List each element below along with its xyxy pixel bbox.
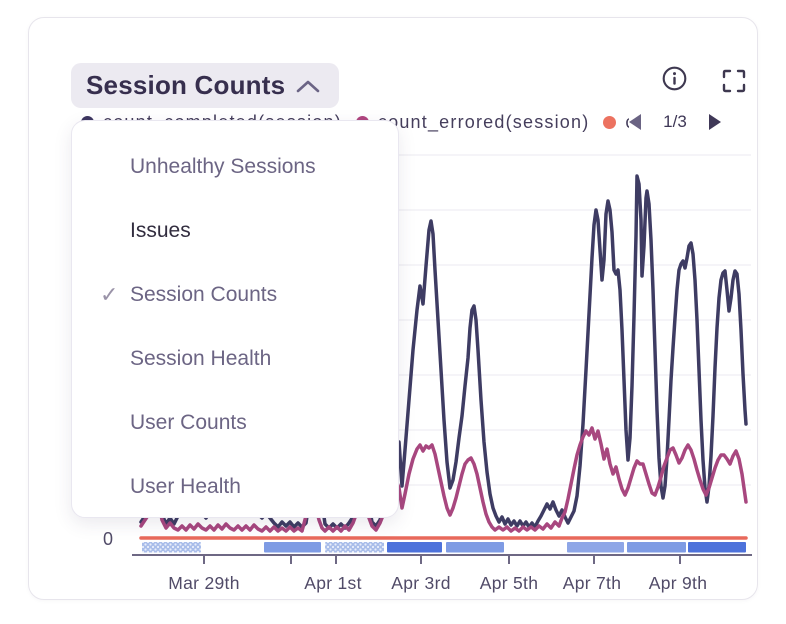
activity-bar-segment[interactable] (688, 542, 746, 553)
metric-dropdown-menu: Unhealthy Sessions Issues ✓ Session Counts S… (71, 120, 399, 518)
info-icon[interactable] (662, 66, 687, 96)
dropdown-item-label: Session Counts (130, 283, 278, 306)
dropdown-item-label: User Counts (130, 411, 247, 434)
dropdown-item-user-health[interactable]: User Health (72, 455, 398, 519)
x-axis-label: Apr 1st (304, 573, 362, 593)
legend-page-indicator: 1/3 (663, 112, 687, 131)
x-axis-label: Apr 5th (480, 573, 539, 593)
dropdown-item-user-counts[interactable]: User Counts (72, 391, 398, 455)
dropdown-item-session-health[interactable]: Session Health (72, 327, 398, 391)
activity-bar-segment[interactable] (567, 542, 624, 553)
x-axis-label: Mar 29th (168, 573, 239, 593)
chevron-up-icon (296, 80, 320, 92)
fullscreen-icon[interactable] (722, 69, 746, 98)
x-axis-label: Apr 9th (649, 573, 708, 593)
check-icon: ✓ (100, 282, 119, 307)
x-axis-label: Apr 7th (563, 573, 622, 593)
dropdown-item-unhealthy-sessions[interactable]: Unhealthy Sessions (72, 135, 398, 199)
metric-selector-button[interactable]: Session Counts (71, 63, 340, 108)
dropdown-item-label: Issues (130, 219, 191, 242)
x-axis-label: Apr 3rd (391, 573, 451, 593)
dropdown-item-session-counts[interactable]: ✓ Session Counts (72, 263, 398, 327)
legend-dot-icon (603, 115, 617, 129)
activity-bar-segment[interactable] (142, 542, 201, 553)
dropdown-item-label: Unhealthy Sessions (130, 155, 316, 178)
activity-bar-segment[interactable] (325, 542, 384, 553)
activity-bar-segment[interactable] (627, 542, 686, 553)
legend-pagination: 1/3 (627, 110, 723, 134)
chart-title: Session Counts (86, 70, 286, 100)
dropdown-item-label: User Health (130, 475, 241, 498)
activity-bar-segment[interactable] (446, 542, 504, 553)
dropdown-item-label: Session Health (130, 347, 272, 370)
legend-label: c (625, 112, 629, 133)
chart-card: Mar 29th Apr 1st Apr 3rd Apr 5th Apr 7th Apr … (28, 17, 758, 600)
series-line (139, 426, 748, 533)
activity-bar-segment[interactable] (387, 542, 442, 553)
legend-next-arrow-icon[interactable] (708, 113, 723, 131)
legend-item[interactable]: c (603, 112, 629, 133)
activity-bar-segment[interactable] (264, 542, 321, 553)
y-axis-zero-label: 0 (103, 529, 113, 549)
dropdown-item-issues[interactable]: Issues (72, 199, 398, 263)
legend-prev-arrow-icon[interactable] (627, 113, 642, 131)
series-line (139, 174, 748, 530)
legend-label: count_errored(session) (377, 111, 590, 132)
